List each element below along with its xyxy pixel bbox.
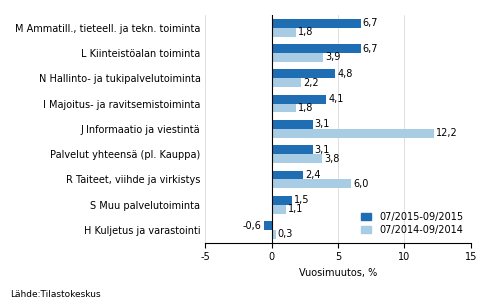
Bar — [272, 19, 361, 28]
Bar — [272, 28, 296, 37]
Bar — [272, 95, 326, 104]
Text: Lähde:Tilastokeskus: Lähde:Tilastokeskus — [10, 290, 100, 299]
Text: 2,4: 2,4 — [306, 170, 321, 180]
Text: 4,8: 4,8 — [338, 69, 353, 79]
Bar — [272, 104, 296, 112]
Bar — [272, 78, 301, 87]
Text: 1,5: 1,5 — [294, 195, 309, 205]
Bar — [272, 205, 286, 214]
Text: 3,8: 3,8 — [324, 153, 339, 164]
X-axis label: Vuosimuutos, %: Vuosimuutos, % — [299, 268, 377, 278]
Text: 6,0: 6,0 — [353, 179, 369, 189]
Text: 4,1: 4,1 — [328, 94, 343, 104]
Legend: 07/2015-09/2015, 07/2014-09/2014: 07/2015-09/2015, 07/2014-09/2014 — [359, 209, 466, 238]
Text: 0,3: 0,3 — [277, 230, 293, 239]
Text: 3,9: 3,9 — [325, 52, 341, 63]
Bar — [272, 154, 322, 163]
Bar — [272, 145, 313, 154]
Bar — [272, 69, 336, 78]
Bar — [272, 230, 276, 239]
Bar — [272, 44, 361, 53]
Text: 1,8: 1,8 — [298, 103, 313, 113]
Text: -0,6: -0,6 — [243, 220, 262, 231]
Text: 3,1: 3,1 — [315, 145, 330, 155]
Bar — [272, 120, 313, 129]
Text: 3,1: 3,1 — [315, 119, 330, 129]
Text: 6,7: 6,7 — [363, 43, 378, 53]
Text: 6,7: 6,7 — [363, 18, 378, 28]
Bar — [272, 129, 433, 138]
Bar — [272, 179, 351, 188]
Bar — [272, 53, 323, 62]
Text: 1,8: 1,8 — [298, 27, 313, 37]
Bar — [264, 221, 272, 230]
Bar — [272, 171, 304, 179]
Bar — [272, 196, 292, 205]
Text: 1,1: 1,1 — [288, 204, 304, 214]
Text: 12,2: 12,2 — [435, 128, 458, 138]
Text: 2,2: 2,2 — [303, 78, 318, 88]
